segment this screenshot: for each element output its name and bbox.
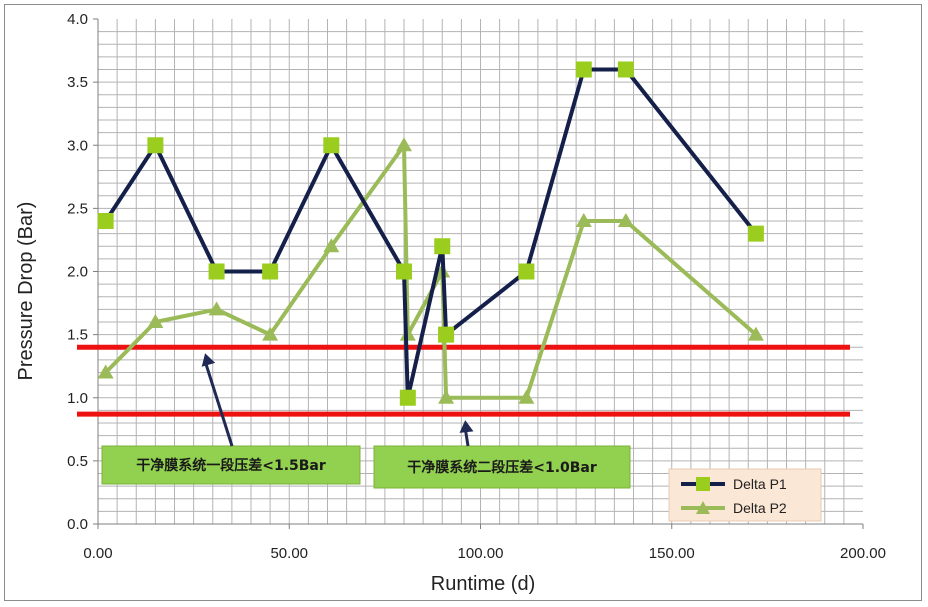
callout-arrow-shaft: [203, 360, 234, 447]
data-point-triangle: [518, 389, 535, 404]
x-tick-label: 150.00: [649, 545, 695, 562]
y-tick-label: 0.0: [67, 516, 88, 533]
data-point-square: [617, 61, 634, 78]
data-point-square: [262, 263, 279, 280]
y-tick-label: 2.5: [67, 200, 88, 217]
y-tick-label: 3.0: [67, 137, 88, 154]
y-tick-label: 3.5: [67, 74, 88, 91]
data-point-square: [575, 61, 592, 78]
series: [97, 61, 764, 406]
legend: Delta P1 Delta P2: [668, 468, 822, 522]
data-point-square: [399, 389, 416, 406]
callout-box: [373, 445, 631, 489]
y-axis-title: Pressure Drop (Bar): [15, 202, 37, 381]
callout-arrow-head: [201, 353, 216, 367]
data-point-triangle: [208, 301, 225, 316]
data-point-triangle: [575, 213, 592, 227]
callout-text: 干净膜系统一段压差<1.5Bar: [136, 457, 326, 474]
data-point-square: [434, 238, 451, 255]
data-point-square: [747, 225, 764, 242]
y-tick-label: 0.5: [67, 453, 88, 470]
data-point-triangle: [323, 238, 340, 253]
data-point-triangle: [396, 137, 412, 152]
x-axis-title: Runtime (d): [431, 573, 535, 595]
data-point-square: [396, 263, 412, 280]
callout-text: 干净膜系统二段压差<1.0Bar: [407, 459, 597, 476]
x-tick-label: 200.00: [840, 545, 886, 562]
reference-lines: [77, 344, 850, 417]
y-tick-label: 4.0: [67, 11, 88, 28]
y-tick-label: 1.0: [67, 390, 88, 407]
data-point-square: [208, 263, 225, 280]
x-tick-label: 50.00: [270, 545, 308, 562]
y-tick-label: 2.0: [67, 264, 88, 281]
data-point-square: [323, 137, 340, 154]
data-point-square: [97, 213, 114, 229]
legend-box: [668, 468, 822, 522]
callout-box: [101, 445, 361, 485]
data-point-square: [147, 137, 164, 154]
data-point-triangle: [147, 314, 164, 328]
axes: 0.0 0.5 1.0 1.5 2.0 2.5 3.0 3.5 4.0 0.00 50.00 100.…: [67, 11, 886, 562]
legend-marker-square: [696, 477, 710, 491]
y-tick-label: 1.5: [67, 327, 88, 344]
legend-label: Delta P1: [733, 476, 787, 492]
callout-arrow-head: [459, 420, 474, 433]
x-tick-label: 0.00: [83, 545, 112, 562]
legend-label: Delta P2: [733, 500, 787, 516]
x-tick-label: 100.00: [458, 545, 504, 562]
data-point-triangle: [438, 389, 455, 404]
callouts: 干净膜系统一段压差<1.5Bar 干净膜系统二段压差<1.0Bar: [101, 353, 631, 489]
data-point-triangle: [262, 326, 279, 341]
data-point-square: [518, 263, 535, 280]
data-point-square: [438, 326, 455, 343]
legend-marker-triangle: [696, 501, 710, 514]
data-point-triangle: [97, 364, 114, 379]
data-point-triangle: [617, 213, 634, 227]
data-point-triangle: [747, 326, 764, 341]
